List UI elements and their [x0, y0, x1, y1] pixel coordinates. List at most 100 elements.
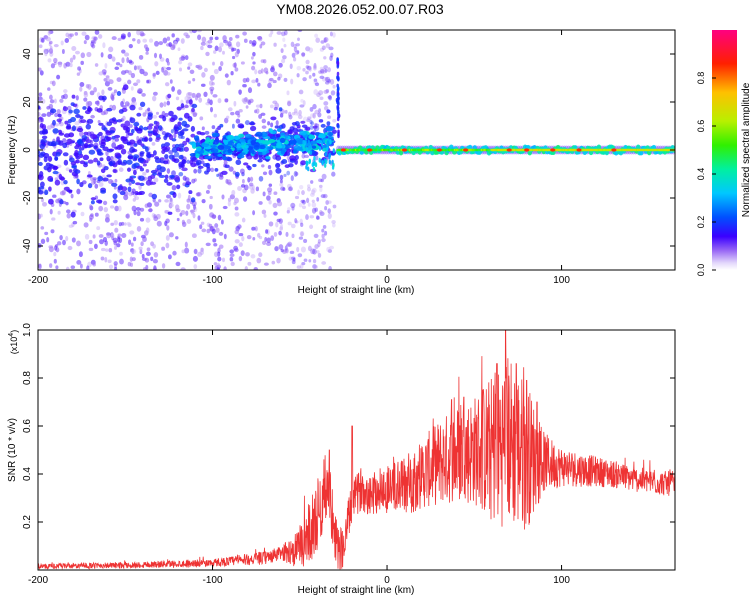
spectrogram-cell	[228, 36, 233, 42]
spectrogram-cell	[175, 96, 180, 101]
spectrogram-cell	[184, 104, 190, 109]
spectrogram-cell	[136, 192, 143, 196]
spectrogram-cell	[238, 232, 244, 237]
spectrogram-cell	[196, 159, 202, 165]
spectrogram-cell	[289, 63, 293, 70]
spectrogram-cell	[298, 89, 304, 95]
spectrogram-cell	[317, 241, 321, 248]
spectrogram-cell	[105, 213, 110, 220]
spectrogram-cell	[98, 234, 104, 238]
spectrogram-cell	[144, 203, 149, 209]
spectrogram-cell	[89, 176, 94, 182]
spectrogram-cell	[107, 86, 113, 91]
spectrogram-cell	[291, 52, 296, 58]
snr-y-tick-label: 1.0	[22, 323, 33, 337]
spectrogram-cell	[227, 148, 232, 154]
spectrogram-cell	[169, 174, 175, 178]
spectrogram-cell	[308, 159, 311, 165]
spectrogram-cell	[314, 109, 320, 115]
spectrogram-cell	[290, 223, 296, 229]
spectrogram-cell	[249, 176, 254, 182]
spectrogram-cell	[328, 159, 331, 165]
spectrogram-cell	[113, 245, 118, 250]
spectrogram-cell	[152, 150, 157, 156]
spectrogram-cell	[278, 107, 283, 112]
spectrogram-cell	[185, 210, 189, 216]
spectrogram-cell	[280, 223, 283, 229]
spectrogram-cell	[174, 129, 179, 135]
spectrogram-cell	[83, 222, 89, 228]
spectrogram-cell	[81, 31, 87, 36]
spectrogram-cell	[305, 147, 309, 153]
spectrogram-cell	[299, 230, 305, 237]
spectrogram-cell	[156, 220, 162, 227]
spectrogram-cell	[175, 236, 179, 240]
spectrogram-cell	[329, 79, 335, 85]
spectrogram-cell	[318, 108, 322, 113]
snr-x-tick-label: -100	[203, 575, 223, 586]
spectrogram-cell	[289, 250, 295, 255]
spectrogram-cell	[148, 137, 153, 142]
spectrogram-cell	[230, 261, 235, 267]
spectrogram-cell	[256, 232, 261, 238]
spectrogram-cell	[251, 79, 256, 84]
spectrogram-cell	[291, 206, 295, 211]
spectrogram-cell	[142, 38, 148, 43]
spectrogram-cell	[55, 151, 61, 157]
spectrogram-cell	[180, 38, 185, 44]
spectrogram-cell	[70, 211, 76, 218]
spectrogram-y-tick-label: 0	[22, 147, 33, 153]
spectrogram-cell	[226, 79, 231, 86]
spectrogram-cell	[238, 133, 245, 138]
spectrogram-cell	[105, 136, 112, 142]
colorbar: 0.0 0.2 0.4 0.6 0.8 Normalized spectral ampl…	[696, 30, 750, 276]
spectrogram-cell	[114, 134, 121, 139]
spectrogram-cell	[189, 69, 195, 75]
spectrogram-cell	[38, 153, 45, 158]
spectrogram-cell	[308, 47, 314, 53]
spectrogram-cell	[328, 131, 334, 137]
spectrogram-cell	[63, 159, 69, 166]
spectrogram-cell	[75, 95, 79, 101]
spectrogram-cell	[84, 233, 90, 240]
spectrogram-cell	[286, 243, 291, 247]
spectrogram-cell	[200, 221, 205, 225]
spectrogram-cell	[66, 138, 73, 145]
spectrogram-cell	[71, 165, 77, 169]
spectrogram-cell	[120, 162, 127, 166]
spectrogram-cell	[295, 171, 299, 176]
spectrogram-cell	[242, 84, 247, 88]
spectrogram-cell	[47, 30, 51, 36]
colorbar-tick-label: 0.6	[696, 120, 706, 133]
spectrogram-cell	[229, 253, 235, 258]
spectrogram-cell	[322, 68, 327, 74]
spectrogram-cell	[71, 94, 76, 99]
spectrogram-cell	[205, 51, 210, 57]
spectrogram-cell	[296, 73, 300, 78]
spectrogram-cell	[69, 62, 73, 68]
colorbar-tick-label: 0.0	[696, 264, 706, 277]
spectrogram-cell	[96, 108, 103, 113]
spectrogram-cell	[329, 139, 332, 145]
spectrogram-cell	[127, 132, 134, 136]
spectrogram-cell	[318, 157, 321, 163]
spectrogram-cell	[152, 259, 158, 264]
spectrogram-cell	[78, 150, 83, 155]
spectrogram-cell	[325, 43, 331, 49]
spectrogram-cell	[293, 170, 298, 177]
spectrogram-cell	[306, 65, 312, 71]
spectrogram-cell	[255, 108, 260, 114]
spectrogram-cell	[184, 241, 188, 248]
spectrogram-cell	[201, 228, 207, 233]
spectrogram-cell	[331, 171, 336, 177]
spectrogram-cell	[200, 41, 206, 46]
spectrogram-cell	[84, 34, 90, 41]
spectrogram-cell	[244, 266, 248, 270]
spectrogram-cell	[251, 150, 257, 155]
spectrogram-cell	[233, 100, 237, 107]
spectrogram-cell	[252, 163, 257, 168]
spectrogram-cell	[165, 234, 170, 241]
spectrogram-cell	[231, 123, 235, 129]
spectrogram-cell	[47, 58, 52, 63]
spectrogram-cell	[100, 247, 106, 252]
